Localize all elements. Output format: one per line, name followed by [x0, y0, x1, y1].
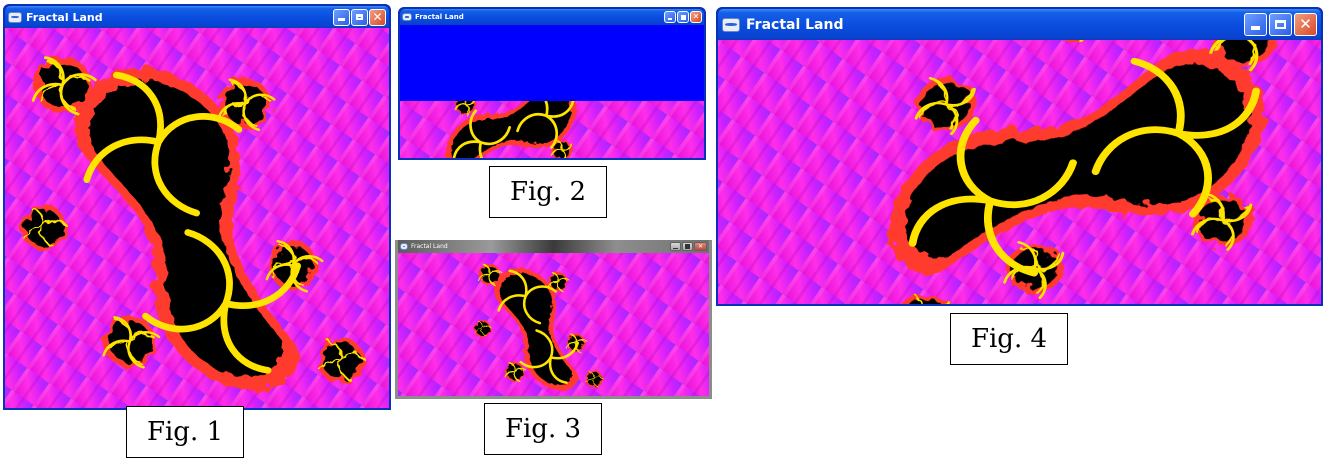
fractal-canvas[interactable]	[718, 40, 1321, 304]
window-controls: ✕	[332, 8, 386, 26]
title-bar[interactable]: Fractal Land ✕	[718, 9, 1321, 40]
fractal-canvas[interactable]	[400, 101, 704, 158]
minimize-button[interactable]	[670, 242, 681, 251]
maximize-button[interactable]	[677, 11, 689, 23]
maximize-icon	[1275, 19, 1286, 30]
close-icon: ✕	[1299, 15, 1312, 33]
close-icon: ✕	[372, 10, 383, 24]
minimize-icon	[667, 17, 673, 20]
fractal-image	[718, 40, 1321, 304]
figure-label: Fig. 1	[126, 406, 244, 458]
minimize-button[interactable]	[664, 11, 676, 23]
minimize-button[interactable]	[333, 8, 350, 26]
window-controls: ✕	[669, 242, 707, 251]
maximize-button[interactable]	[351, 8, 368, 26]
figure-label: Fig. 2	[489, 166, 607, 218]
fractal-window-3: Fractal Land ✕	[395, 240, 712, 399]
title-bar[interactable]: Fractal Land ✕	[400, 9, 704, 25]
fractal-canvas[interactable]	[5, 28, 389, 408]
maximize-button[interactable]	[1269, 13, 1292, 36]
fractal-image	[400, 101, 704, 158]
fractal-canvas[interactable]	[398, 253, 709, 396]
title-bar[interactable]: Fractal Land ✕	[398, 240, 709, 253]
window-app-icon[interactable]	[400, 243, 408, 250]
maximize-button[interactable]	[682, 242, 693, 251]
fractal-image	[5, 28, 389, 408]
window-title: Fractal Land	[415, 13, 464, 21]
minimize-icon	[673, 247, 678, 249]
window-title: Fractal Land	[411, 243, 448, 250]
minimize-button[interactable]	[1244, 13, 1267, 36]
close-icon: ✕	[697, 242, 704, 250]
window-title: Fractal Land	[746, 16, 844, 33]
fractal-image	[398, 253, 709, 396]
figure-label: Fig. 3	[484, 403, 602, 455]
maximize-icon	[685, 244, 690, 249]
minimize-icon	[1250, 26, 1261, 30]
close-button[interactable]: ✕	[694, 242, 707, 251]
window-controls: ✕	[1242, 13, 1317, 36]
window-title: Fractal Land	[26, 10, 103, 24]
maximize-icon	[355, 13, 364, 21]
blank-blue-area	[400, 25, 704, 101]
window-app-icon[interactable]	[402, 13, 412, 21]
minimize-icon	[338, 18, 345, 21]
close-button[interactable]: ✕	[690, 11, 702, 23]
close-icon: ✕	[692, 12, 700, 21]
window-controls: ✕	[663, 11, 702, 23]
window-app-icon[interactable]	[722, 17, 740, 32]
fractal-window-2: Fractal Land ✕	[398, 7, 706, 160]
window-app-icon[interactable]	[8, 11, 22, 23]
fractal-window-1: Fractal Land ✕	[3, 4, 391, 410]
fractal-window-4: Fractal Land ✕	[716, 7, 1323, 306]
close-button[interactable]: ✕	[369, 8, 386, 26]
figure-label: Fig. 4	[950, 313, 1068, 365]
title-bar[interactable]: Fractal Land ✕	[5, 6, 389, 28]
close-button[interactable]: ✕	[1294, 13, 1317, 36]
maximize-icon	[680, 14, 686, 20]
